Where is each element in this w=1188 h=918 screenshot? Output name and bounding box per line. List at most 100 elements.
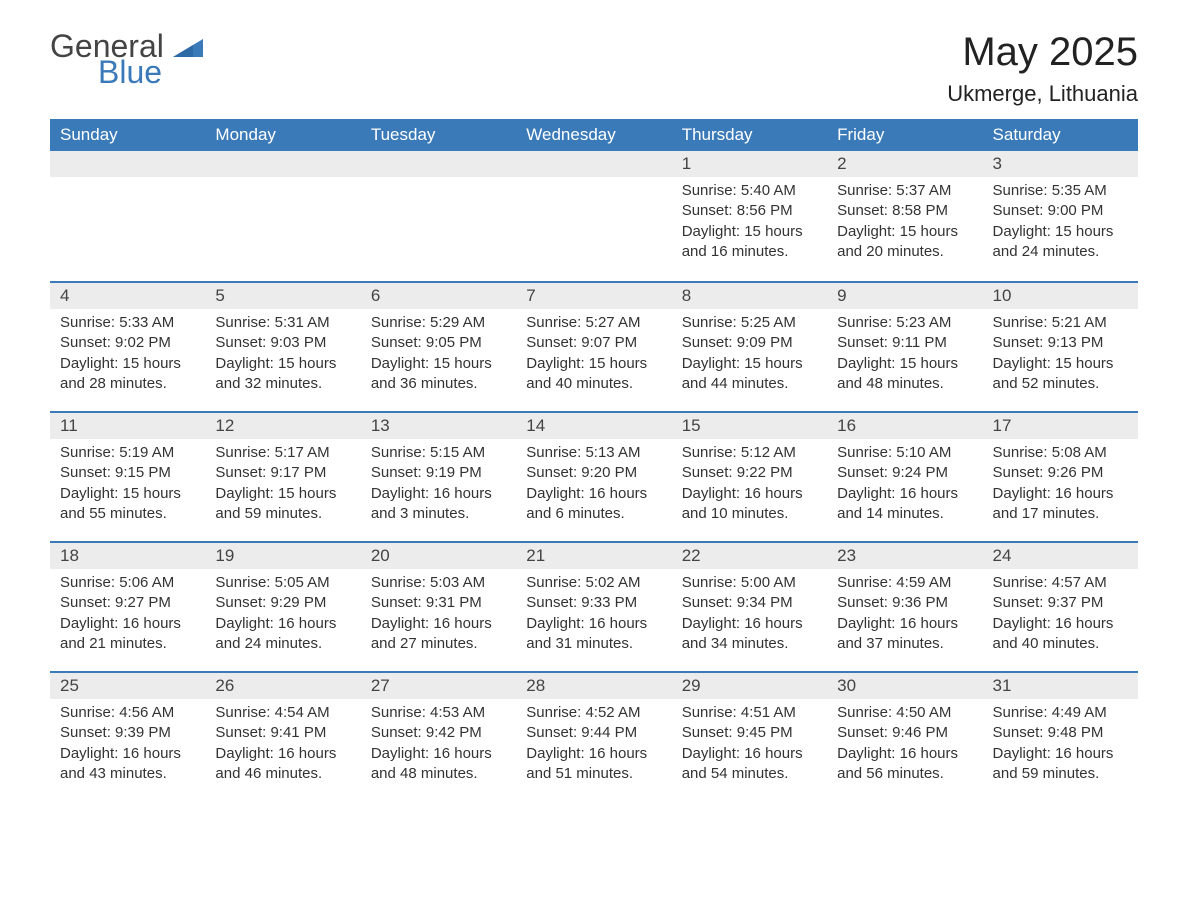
sunrise-line: Sunrise: 5:15 AM <box>371 443 506 463</box>
sunrise-line: Sunrise: 5:19 AM <box>60 443 195 463</box>
daylight-line: Daylight: 15 hours and 36 minutes. <box>371 354 506 395</box>
sunset-line: Sunset: 8:56 PM <box>682 201 817 221</box>
daylight-line: Daylight: 16 hours and 14 minutes. <box>837 484 972 525</box>
sunrise-line: Sunrise: 5:31 AM <box>215 313 350 333</box>
week-row: 18Sunrise: 5:06 AMSunset: 9:27 PMDayligh… <box>50 541 1138 671</box>
day-body: Sunrise: 5:15 AMSunset: 9:19 PMDaylight:… <box>361 439 516 532</box>
day-cell: 5Sunrise: 5:31 AMSunset: 9:03 PMDaylight… <box>205 281 360 411</box>
month-title: May 2025 <box>947 30 1138 75</box>
sunset-line: Sunset: 9:11 PM <box>837 333 972 353</box>
day-number: 9 <box>827 283 982 309</box>
day-body: Sunrise: 4:54 AMSunset: 9:41 PMDaylight:… <box>205 699 360 792</box>
day-cell: 9Sunrise: 5:23 AMSunset: 9:11 PMDaylight… <box>827 281 982 411</box>
day-cell: 2Sunrise: 5:37 AMSunset: 8:58 PMDaylight… <box>827 151 982 281</box>
empty-cell <box>361 151 516 281</box>
day-cell: 8Sunrise: 5:25 AMSunset: 9:09 PMDaylight… <box>672 281 827 411</box>
sunset-line: Sunset: 9:13 PM <box>993 333 1128 353</box>
sunset-line: Sunset: 9:33 PM <box>526 593 661 613</box>
calendar-table: SundayMondayTuesdayWednesdayThursdayFrid… <box>50 119 1138 801</box>
day-body: Sunrise: 4:56 AMSunset: 9:39 PMDaylight:… <box>50 699 205 792</box>
daylight-line: Daylight: 15 hours and 32 minutes. <box>215 354 350 395</box>
weekday-header: Friday <box>827 119 982 151</box>
daylight-line: Daylight: 16 hours and 37 minutes. <box>837 614 972 655</box>
sunrise-line: Sunrise: 4:54 AM <box>215 703 350 723</box>
day-body: Sunrise: 5:29 AMSunset: 9:05 PMDaylight:… <box>361 309 516 402</box>
day-body: Sunrise: 4:52 AMSunset: 9:44 PMDaylight:… <box>516 699 671 792</box>
day-cell: 11Sunrise: 5:19 AMSunset: 9:15 PMDayligh… <box>50 411 205 541</box>
sunset-line: Sunset: 9:39 PM <box>60 723 195 743</box>
sunset-line: Sunset: 9:48 PM <box>993 723 1128 743</box>
day-body: Sunrise: 4:51 AMSunset: 9:45 PMDaylight:… <box>672 699 827 792</box>
day-cell: 29Sunrise: 4:51 AMSunset: 9:45 PMDayligh… <box>672 671 827 801</box>
daylight-line: Daylight: 16 hours and 17 minutes. <box>993 484 1128 525</box>
empty-daynum-bar <box>361 151 516 177</box>
day-number: 16 <box>827 413 982 439</box>
weekday-header: Sunday <box>50 119 205 151</box>
sunset-line: Sunset: 9:17 PM <box>215 463 350 483</box>
empty-cell <box>50 151 205 281</box>
day-body: Sunrise: 5:13 AMSunset: 9:20 PMDaylight:… <box>516 439 671 532</box>
day-cell: 30Sunrise: 4:50 AMSunset: 9:46 PMDayligh… <box>827 671 982 801</box>
logo-flag-icon <box>173 28 203 64</box>
day-cell: 20Sunrise: 5:03 AMSunset: 9:31 PMDayligh… <box>361 541 516 671</box>
sunrise-line: Sunrise: 4:53 AM <box>371 703 506 723</box>
week-row: 11Sunrise: 5:19 AMSunset: 9:15 PMDayligh… <box>50 411 1138 541</box>
daylight-line: Daylight: 16 hours and 31 minutes. <box>526 614 661 655</box>
day-number: 15 <box>672 413 827 439</box>
empty-cell <box>516 151 671 281</box>
sunset-line: Sunset: 9:42 PM <box>371 723 506 743</box>
sunset-line: Sunset: 9:45 PM <box>682 723 817 743</box>
day-cell: 10Sunrise: 5:21 AMSunset: 9:13 PMDayligh… <box>983 281 1138 411</box>
day-cell: 23Sunrise: 4:59 AMSunset: 9:36 PMDayligh… <box>827 541 982 671</box>
empty-daynum-bar <box>516 151 671 177</box>
day-cell: 16Sunrise: 5:10 AMSunset: 9:24 PMDayligh… <box>827 411 982 541</box>
day-cell: 13Sunrise: 5:15 AMSunset: 9:19 PMDayligh… <box>361 411 516 541</box>
day-number: 30 <box>827 673 982 699</box>
day-cell: 22Sunrise: 5:00 AMSunset: 9:34 PMDayligh… <box>672 541 827 671</box>
sunrise-line: Sunrise: 4:57 AM <box>993 573 1128 593</box>
sunset-line: Sunset: 9:20 PM <box>526 463 661 483</box>
day-body: Sunrise: 4:50 AMSunset: 9:46 PMDaylight:… <box>827 699 982 792</box>
day-cell: 24Sunrise: 4:57 AMSunset: 9:37 PMDayligh… <box>983 541 1138 671</box>
weekday-header: Wednesday <box>516 119 671 151</box>
week-row: 1Sunrise: 5:40 AMSunset: 8:56 PMDaylight… <box>50 151 1138 281</box>
sunrise-line: Sunrise: 4:51 AM <box>682 703 817 723</box>
daylight-line: Daylight: 16 hours and 56 minutes. <box>837 744 972 785</box>
day-number: 5 <box>205 283 360 309</box>
sunset-line: Sunset: 9:31 PM <box>371 593 506 613</box>
daylight-line: Daylight: 16 hours and 51 minutes. <box>526 744 661 785</box>
sunrise-line: Sunrise: 4:50 AM <box>837 703 972 723</box>
day-number: 28 <box>516 673 671 699</box>
day-number: 10 <box>983 283 1138 309</box>
day-body: Sunrise: 5:27 AMSunset: 9:07 PMDaylight:… <box>516 309 671 402</box>
day-cell: 28Sunrise: 4:52 AMSunset: 9:44 PMDayligh… <box>516 671 671 801</box>
day-number: 13 <box>361 413 516 439</box>
sunrise-line: Sunrise: 4:52 AM <box>526 703 661 723</box>
day-number: 27 <box>361 673 516 699</box>
daylight-line: Daylight: 16 hours and 21 minutes. <box>60 614 195 655</box>
sunset-line: Sunset: 9:26 PM <box>993 463 1128 483</box>
logo: General Blue <box>50 30 203 88</box>
day-number: 12 <box>205 413 360 439</box>
daylight-line: Daylight: 15 hours and 40 minutes. <box>526 354 661 395</box>
sunrise-line: Sunrise: 5:37 AM <box>837 181 972 201</box>
week-row: 4Sunrise: 5:33 AMSunset: 9:02 PMDaylight… <box>50 281 1138 411</box>
daylight-line: Daylight: 16 hours and 59 minutes. <box>993 744 1128 785</box>
daylight-line: Daylight: 15 hours and 24 minutes. <box>993 222 1128 263</box>
day-body: Sunrise: 5:33 AMSunset: 9:02 PMDaylight:… <box>50 309 205 402</box>
sunrise-line: Sunrise: 5:17 AM <box>215 443 350 463</box>
empty-cell <box>205 151 360 281</box>
daylight-line: Daylight: 16 hours and 48 minutes. <box>371 744 506 785</box>
day-cell: 1Sunrise: 5:40 AMSunset: 8:56 PMDaylight… <box>672 151 827 281</box>
day-body: Sunrise: 4:49 AMSunset: 9:48 PMDaylight:… <box>983 699 1138 792</box>
daylight-line: Daylight: 15 hours and 28 minutes. <box>60 354 195 395</box>
sunset-line: Sunset: 9:46 PM <box>837 723 972 743</box>
day-number: 23 <box>827 543 982 569</box>
day-number: 31 <box>983 673 1138 699</box>
sunset-line: Sunset: 8:58 PM <box>837 201 972 221</box>
day-number: 17 <box>983 413 1138 439</box>
daylight-line: Daylight: 15 hours and 44 minutes. <box>682 354 817 395</box>
day-number: 3 <box>983 151 1138 177</box>
daylight-line: Daylight: 15 hours and 16 minutes. <box>682 222 817 263</box>
day-number: 4 <box>50 283 205 309</box>
